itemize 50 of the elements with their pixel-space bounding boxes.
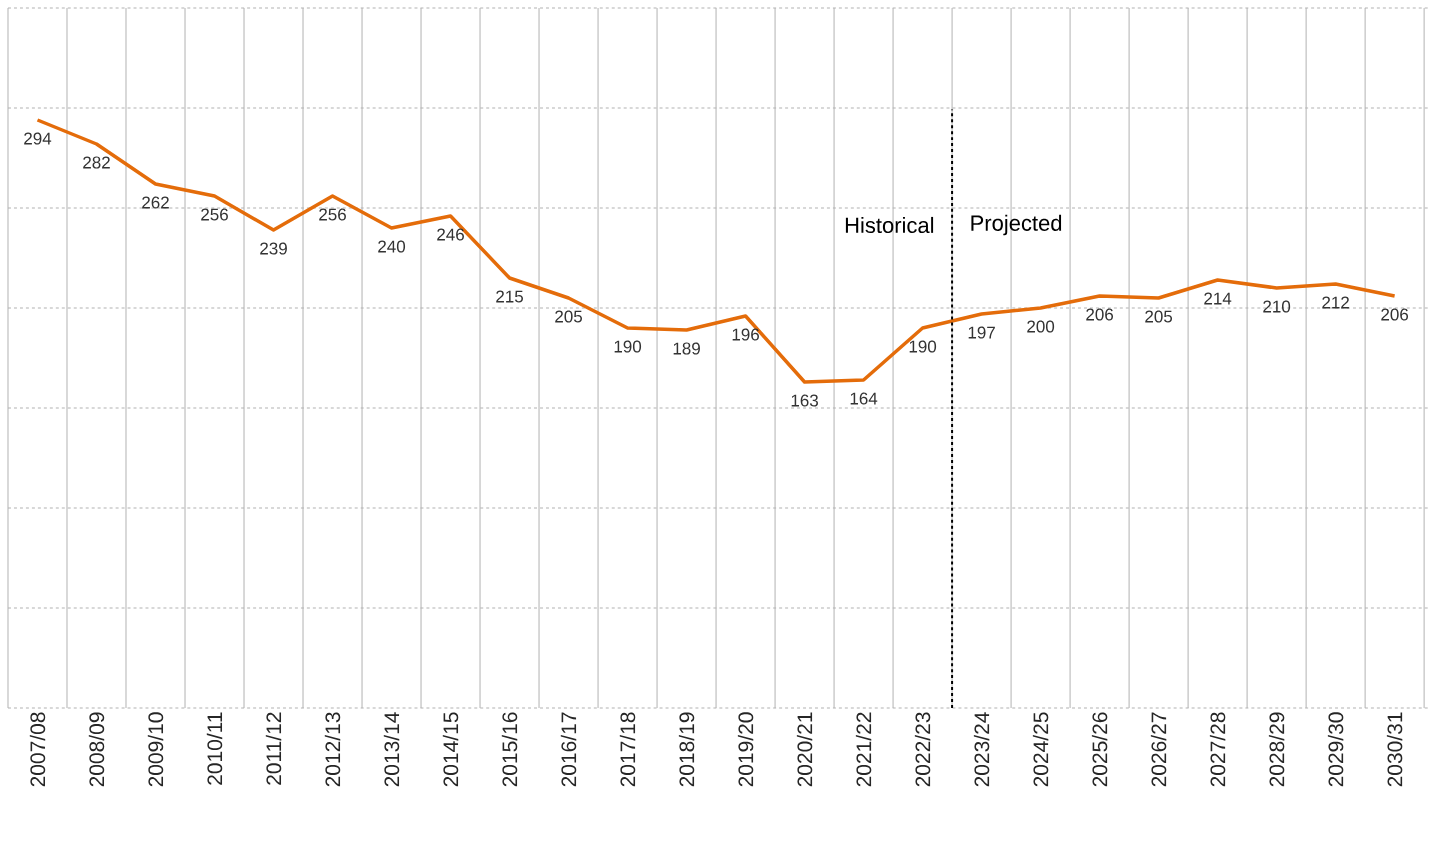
data-label: 200 xyxy=(1027,320,1055,333)
data-label: 163 xyxy=(791,394,818,407)
data-label: 206 xyxy=(1086,308,1114,321)
x-tick-label: 2024/25 xyxy=(1032,712,1049,787)
data-label: 215 xyxy=(496,290,523,303)
x-tick-label: 2014/15 xyxy=(442,712,459,787)
data-label: 189 xyxy=(673,342,700,355)
x-tick-label: 2020/21 xyxy=(796,712,813,787)
x-tick-label: 2010/11 xyxy=(206,712,223,785)
x-tick-label: 2023/24 xyxy=(973,712,990,787)
x-tick-label: 2015/16 xyxy=(501,712,518,787)
x-tick-label: 2027/28 xyxy=(1209,712,1226,787)
x-tick-label: 2022/23 xyxy=(914,712,931,787)
x-tick-label: 2028/29 xyxy=(1268,712,1285,787)
data-label: 239 xyxy=(260,242,287,255)
data-label: 190 xyxy=(614,340,642,353)
x-tick-label: 2009/10 xyxy=(147,712,164,787)
x-tick-label: 2011/12 xyxy=(265,712,282,785)
data-label: 294 xyxy=(24,132,52,145)
data-label: 240 xyxy=(378,240,406,253)
data-label: 205 xyxy=(555,310,582,323)
data-label: 210 xyxy=(1263,300,1291,313)
x-tick-label: 2021/22 xyxy=(855,712,872,787)
x-tick-label: 2018/19 xyxy=(678,712,695,787)
data-label: 262 xyxy=(142,196,169,209)
data-label: 190 xyxy=(909,340,937,353)
x-tick-label: 2025/26 xyxy=(1091,712,1108,787)
x-tick-label: 2012/13 xyxy=(324,712,341,787)
x-tick-label: 2007/08 xyxy=(29,712,46,787)
x-tick-label: 2026/27 xyxy=(1150,712,1167,787)
x-tick-label: 2017/18 xyxy=(619,712,636,787)
data-label: 206 xyxy=(1381,308,1409,321)
x-tick-label: 2030/31 xyxy=(1386,712,1403,787)
data-label: 164 xyxy=(850,392,878,405)
data-label: 205 xyxy=(1145,310,1173,323)
data-label: 196 xyxy=(732,328,759,341)
data-label: 282 xyxy=(83,156,110,169)
x-tick-label: 2008/09 xyxy=(88,712,105,787)
x-tick-label: 2016/17 xyxy=(560,712,577,787)
annotation: Historical xyxy=(845,216,934,234)
data-label: 197 xyxy=(968,326,995,339)
data-label: 256 xyxy=(319,208,346,221)
data-label: 246 xyxy=(437,228,464,241)
x-tick-label: 2019/20 xyxy=(737,712,754,787)
x-tick-label: 2029/30 xyxy=(1327,712,1344,787)
data-label: 214 xyxy=(1204,292,1232,305)
annotation: Projected xyxy=(971,214,1062,236)
data-label: 256 xyxy=(201,208,228,221)
data-label: 212 xyxy=(1322,296,1349,309)
x-tick-label: 2013/14 xyxy=(383,712,400,787)
